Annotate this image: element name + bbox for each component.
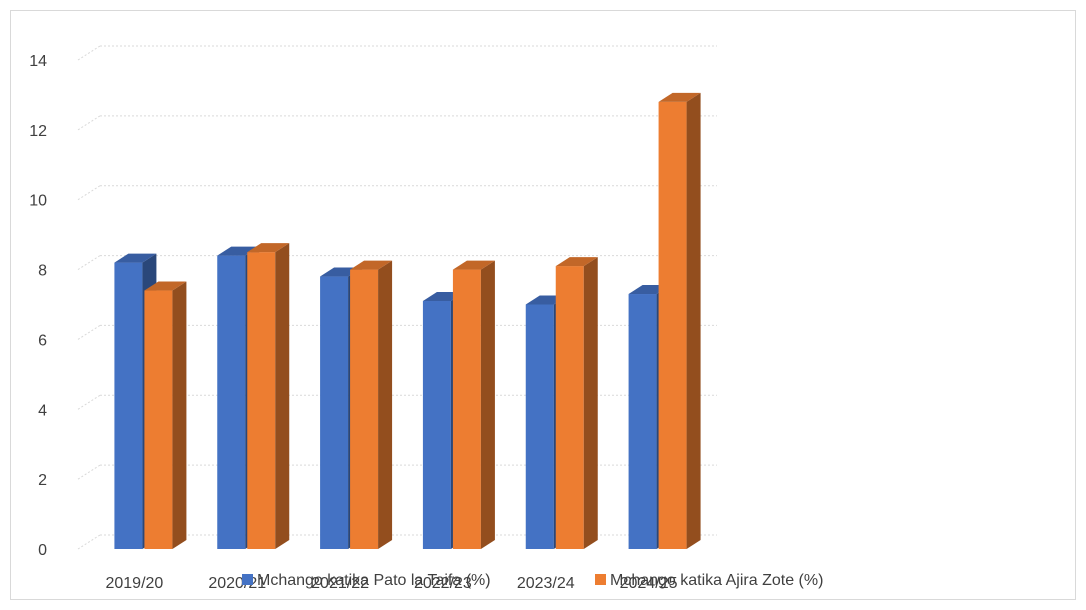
x-tick-label: 2022/23 [414, 575, 472, 592]
y-tick-label: 6 [38, 332, 47, 349]
y-tick-label: 0 [38, 542, 47, 559]
legend-swatch [242, 574, 253, 585]
bar [452, 260, 495, 549]
x-tick-label: 2019/20 [105, 575, 163, 592]
bar-top [658, 92, 701, 102]
bar-front [422, 301, 451, 549]
bar-front [658, 101, 687, 550]
legend-item: Mchango katika Pato la Taifa (%) [242, 572, 491, 589]
gridline-depth [77, 185, 101, 201]
bar-side [172, 281, 187, 549]
bar-front [247, 252, 276, 549]
gridline-depth [77, 325, 101, 340]
bars [114, 92, 701, 550]
bar-top [452, 260, 495, 270]
legend-item: Mchango katika Ajira Zote (%) [595, 572, 823, 589]
x-axis-ticks: 2019/20 2020/21 2021/22 2022/23 2023/24 2024/… [105, 575, 677, 592]
y-tick-label: 10 [29, 193, 47, 210]
bar-top [144, 281, 187, 291]
bar-front [350, 269, 379, 549]
bar-top [114, 253, 157, 263]
bar [247, 243, 290, 549]
bar-front [114, 262, 143, 549]
y-tick-label: 2 [38, 472, 47, 489]
legend-label: Mchango katika Ajira Zote (%) [610, 572, 823, 589]
bar-front [217, 255, 246, 549]
bar-front [628, 294, 657, 549]
x-tick-label: 2023/24 [517, 575, 575, 592]
bar-side [583, 257, 598, 549]
y-tick-label: 12 [29, 123, 47, 140]
bar-front [555, 266, 584, 549]
bar-side [686, 92, 701, 550]
legend-swatch [595, 574, 606, 585]
bar-front [144, 290, 173, 549]
bar [144, 281, 187, 549]
gridline-depth [77, 534, 101, 550]
x-tick-label: 2021/22 [311, 575, 369, 592]
bar [555, 257, 598, 549]
gridline-depth [77, 464, 101, 480]
bar [350, 260, 393, 549]
bar-top [555, 257, 598, 267]
y-axis-ticks: 0 2 4 6 8 10 12 14 [29, 53, 47, 559]
legend: Mchango katika Pato la Taifa (%) Mchango … [242, 572, 823, 589]
bar-top [247, 243, 290, 253]
y-tick-label: 4 [38, 402, 47, 419]
bar-side [480, 260, 495, 549]
y-tick-label: 14 [29, 53, 47, 70]
gridline-depth [77, 115, 101, 131]
bar-side [378, 260, 393, 549]
gridlines [77, 45, 717, 550]
gridline-depth [77, 255, 101, 270]
bar-top [350, 260, 393, 270]
bar-front [525, 304, 554, 549]
gridline-depth [77, 45, 101, 61]
gridline-depth [77, 394, 101, 410]
y-tick-label: 8 [38, 263, 47, 280]
bar [658, 92, 701, 550]
x-tick-label: 2024/25 [620, 575, 678, 592]
bar-side [275, 243, 290, 549]
legend-label: Mchango katika Pato la Taifa (%) [257, 572, 491, 589]
bar-front [320, 276, 349, 549]
bar-front [452, 269, 481, 549]
